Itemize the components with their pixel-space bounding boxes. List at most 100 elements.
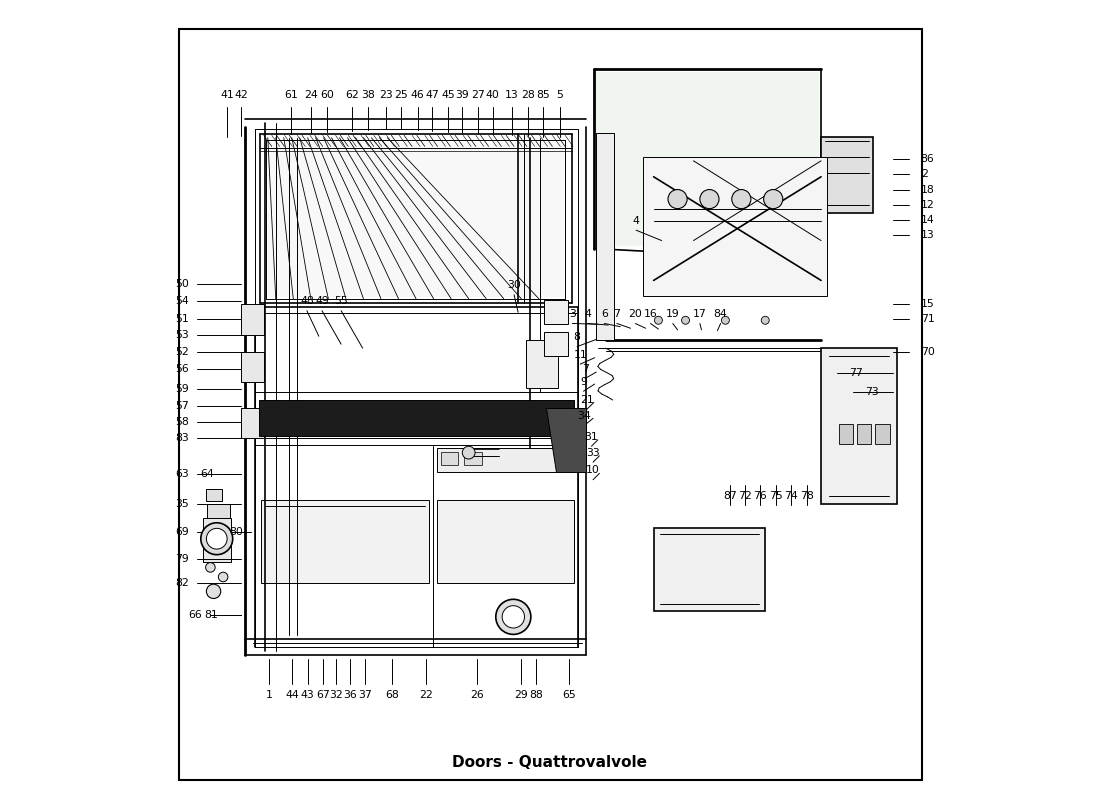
Text: 32: 32: [330, 690, 343, 700]
Circle shape: [462, 446, 475, 459]
Text: 49: 49: [315, 296, 329, 306]
Text: 12: 12: [921, 201, 935, 210]
Text: 77: 77: [849, 368, 862, 378]
Circle shape: [206, 562, 216, 572]
Text: 73: 73: [865, 387, 879, 397]
Text: 70: 70: [921, 347, 935, 357]
Text: 68: 68: [385, 690, 399, 700]
Text: 27: 27: [472, 90, 485, 101]
Text: 55: 55: [334, 296, 348, 306]
Text: 30: 30: [507, 280, 521, 290]
Bar: [644, 157, 826, 296]
Text: 87: 87: [724, 490, 737, 501]
Circle shape: [654, 316, 662, 324]
Bar: [267, 142, 563, 297]
Text: 53: 53: [175, 330, 189, 341]
Text: 26: 26: [470, 690, 484, 700]
Text: 7: 7: [614, 309, 620, 319]
Bar: [596, 133, 614, 340]
Text: 25: 25: [394, 90, 408, 101]
Text: 88: 88: [529, 690, 542, 700]
Text: 67: 67: [316, 690, 330, 700]
Text: 64: 64: [200, 469, 214, 479]
Text: 43: 43: [300, 690, 315, 700]
Text: 72: 72: [738, 490, 752, 501]
Circle shape: [763, 190, 783, 209]
Text: 14: 14: [921, 215, 935, 225]
Bar: [653, 527, 766, 611]
Text: 84: 84: [714, 309, 727, 319]
Text: 16: 16: [644, 309, 658, 319]
Text: 29: 29: [515, 690, 528, 700]
Text: 79: 79: [175, 554, 189, 565]
Text: 37: 37: [359, 690, 372, 700]
Text: 62: 62: [345, 90, 360, 101]
Bar: [821, 348, 896, 504]
Circle shape: [700, 190, 719, 209]
Text: 13: 13: [505, 90, 518, 101]
Text: 33: 33: [586, 448, 600, 458]
Text: 78: 78: [800, 490, 814, 501]
Text: 52: 52: [175, 347, 189, 357]
Bar: [437, 500, 574, 583]
Bar: [258, 400, 574, 436]
Text: 59: 59: [175, 384, 189, 394]
Text: 86: 86: [921, 154, 935, 164]
Text: 82: 82: [175, 578, 189, 588]
Circle shape: [503, 606, 525, 628]
Text: 80: 80: [229, 526, 243, 537]
Text: 23: 23: [378, 90, 393, 101]
Text: 11: 11: [573, 350, 587, 359]
Text: 35: 35: [175, 499, 189, 510]
Text: 44: 44: [286, 690, 299, 700]
Text: 75: 75: [769, 490, 782, 501]
Text: 4: 4: [632, 216, 639, 226]
Circle shape: [207, 584, 221, 598]
Text: 40: 40: [486, 90, 499, 101]
Text: 81: 81: [204, 610, 218, 620]
Text: 38: 38: [362, 90, 375, 101]
Text: 71: 71: [921, 314, 935, 324]
Text: 17: 17: [693, 309, 707, 319]
Circle shape: [732, 190, 751, 209]
Text: 7: 7: [582, 364, 588, 374]
Text: 3: 3: [569, 309, 575, 319]
Text: 19: 19: [666, 309, 680, 319]
Circle shape: [668, 190, 688, 209]
Text: 47: 47: [425, 90, 439, 101]
Circle shape: [219, 572, 228, 582]
Text: 56: 56: [175, 364, 189, 374]
Bar: [544, 332, 569, 356]
Bar: [262, 500, 429, 583]
Bar: [857, 424, 871, 444]
Text: 85: 85: [536, 90, 550, 101]
Bar: [207, 504, 230, 518]
Text: 57: 57: [175, 401, 189, 410]
Text: 31: 31: [584, 432, 598, 442]
Circle shape: [207, 528, 227, 549]
Text: 6: 6: [601, 309, 607, 319]
Text: 24: 24: [304, 90, 318, 101]
Bar: [441, 452, 458, 465]
Text: 10: 10: [586, 465, 600, 475]
Text: 42: 42: [234, 90, 249, 101]
Text: 4: 4: [584, 309, 591, 319]
Circle shape: [722, 316, 729, 324]
Bar: [242, 408, 264, 438]
Text: 5: 5: [557, 90, 563, 101]
Bar: [838, 424, 853, 444]
Text: 9: 9: [580, 377, 587, 386]
Bar: [526, 340, 558, 388]
Bar: [596, 71, 818, 246]
Text: 15: 15: [921, 299, 935, 310]
Text: 66: 66: [188, 610, 201, 620]
Text: 76: 76: [754, 490, 768, 501]
Text: 48: 48: [300, 296, 313, 306]
Bar: [242, 304, 264, 334]
Text: 63: 63: [175, 469, 189, 479]
Text: 18: 18: [921, 185, 935, 194]
Text: 51: 51: [175, 314, 189, 324]
Text: 61: 61: [284, 90, 298, 101]
Circle shape: [496, 599, 531, 634]
Text: 39: 39: [455, 90, 470, 101]
